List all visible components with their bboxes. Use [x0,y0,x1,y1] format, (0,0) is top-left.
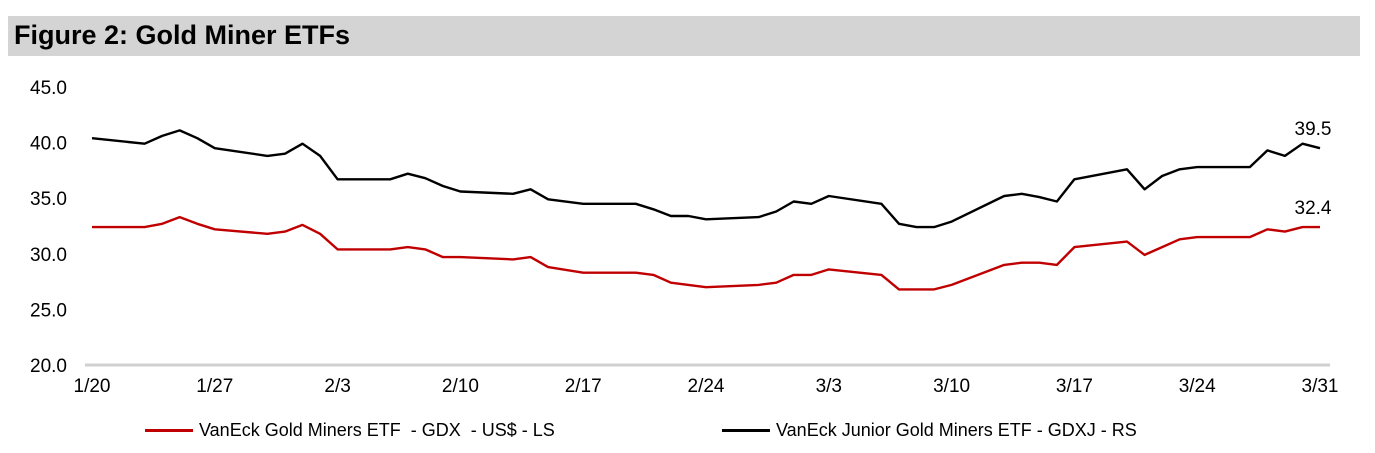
x-tick-label: 3/24 [1179,376,1216,397]
legend-swatch-gdxj [722,429,770,432]
legend-swatch-gdx [145,429,193,432]
x-tick-label: 2/17 [565,376,602,397]
y-tick-label: 30.0 [30,245,67,266]
title-bar: Figure 2: Gold Miner ETFs [8,16,1360,56]
x-tick-label: 2/24 [688,376,725,397]
legend-label-gdxj: VanEck Junior Gold Miners ETF - GDXJ - R… [776,420,1137,440]
y-tick-label: 20.0 [30,356,67,377]
x-tick-label: 2/10 [442,376,479,397]
figure-title: Figure 2: Gold Miner ETFs [14,20,351,50]
y-tick-label: 45.0 [30,78,67,99]
x-tick-label: 1/20 [74,376,111,397]
series-line-gdx [92,215,1320,291]
y-tick-label: 40.0 [30,134,67,155]
y-tick-label: 25.0 [30,300,67,321]
x-tick-label: 2/3 [324,376,350,397]
end-value-label: 32.4 [1295,198,1332,219]
legend-item-gdxj: VanEck Junior Gold Miners ETF - GDXJ - R… [722,420,1137,441]
x-tick-label: 3/31 [1302,376,1339,397]
legend-label-gdx: VanEck Gold Miners ETF - GDX - US$ - LS [199,420,555,440]
series-line-gdxj [91,129,1321,229]
end-value-label: 39.5 [1295,119,1332,140]
x-tick-label: 3/10 [933,376,970,397]
x-tick-label: 3/17 [1056,376,1093,397]
legend-item-gdx: VanEck Gold Miners ETF - GDX - US$ - LS [145,420,555,441]
y-tick-label: 35.0 [30,189,67,210]
x-tick-label: 1/27 [196,376,233,397]
x-tick-label: 3/3 [816,376,842,397]
